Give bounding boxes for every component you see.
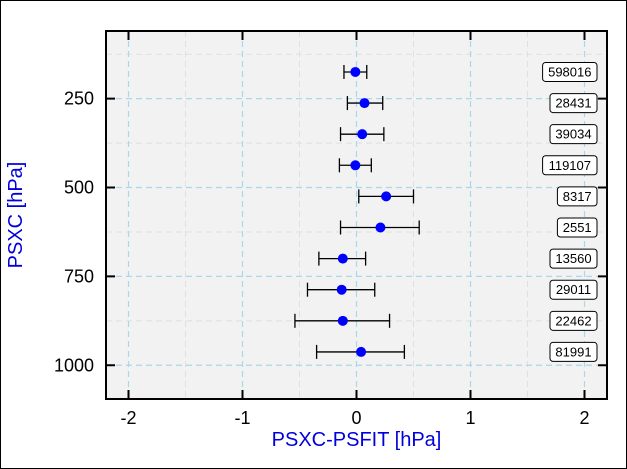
count-box bbox=[556, 186, 598, 207]
x-tick-label: 1 bbox=[465, 408, 475, 428]
y-tick-label: 1000 bbox=[54, 355, 94, 375]
count-box bbox=[549, 310, 598, 331]
data-point bbox=[359, 98, 370, 109]
data-point bbox=[375, 222, 386, 233]
count-label: 29011 bbox=[556, 282, 591, 297]
count-label: 81991 bbox=[555, 344, 591, 359]
count-label: 22462 bbox=[555, 313, 591, 328]
y-tick-label: 250 bbox=[64, 89, 94, 109]
x-tick-label: 2 bbox=[579, 408, 589, 428]
count-box bbox=[542, 61, 598, 82]
count-box bbox=[549, 279, 598, 300]
count-label: 39034 bbox=[555, 127, 591, 142]
y-axis-ticks: 250 500 750 1000 bbox=[54, 89, 607, 375]
data-point bbox=[337, 315, 348, 326]
y-tick-label: 500 bbox=[64, 178, 94, 198]
x-tick-label: -2 bbox=[120, 408, 136, 428]
x-tick-label: -1 bbox=[234, 408, 250, 428]
data-point bbox=[350, 66, 361, 77]
data-point bbox=[356, 346, 367, 357]
data-point bbox=[350, 160, 361, 171]
error-bars bbox=[294, 64, 420, 359]
count-label: 28431 bbox=[555, 96, 591, 111]
count-label: 119107 bbox=[549, 158, 591, 173]
count-box bbox=[549, 248, 598, 269]
y-axis-label: PSXC [hPa] bbox=[5, 162, 27, 269]
count-box bbox=[549, 93, 598, 114]
data-point bbox=[381, 191, 392, 202]
x-tick-label: 0 bbox=[351, 408, 361, 428]
count-box bbox=[542, 155, 598, 176]
data-point bbox=[337, 253, 348, 264]
data-point bbox=[357, 129, 368, 140]
data-point bbox=[336, 284, 347, 295]
count-box bbox=[549, 124, 598, 145]
count-box bbox=[556, 217, 598, 238]
count-box bbox=[549, 341, 598, 362]
count-labels: 598016 28431 39034 119107 8317 2551 13560 29011… bbox=[542, 61, 598, 362]
x-axis-ticks: -2 -1 0 1 2 bbox=[120, 31, 590, 428]
x-axis-label: PSXC-PSFIT [hPa] bbox=[272, 429, 442, 451]
count-label: 13560 bbox=[555, 251, 591, 266]
count-label: 8317 bbox=[563, 189, 592, 204]
count-label: 598016 bbox=[548, 64, 591, 79]
y-tick-label: 750 bbox=[64, 266, 94, 286]
count-label: 2551 bbox=[563, 220, 592, 235]
data-points bbox=[336, 66, 392, 357]
